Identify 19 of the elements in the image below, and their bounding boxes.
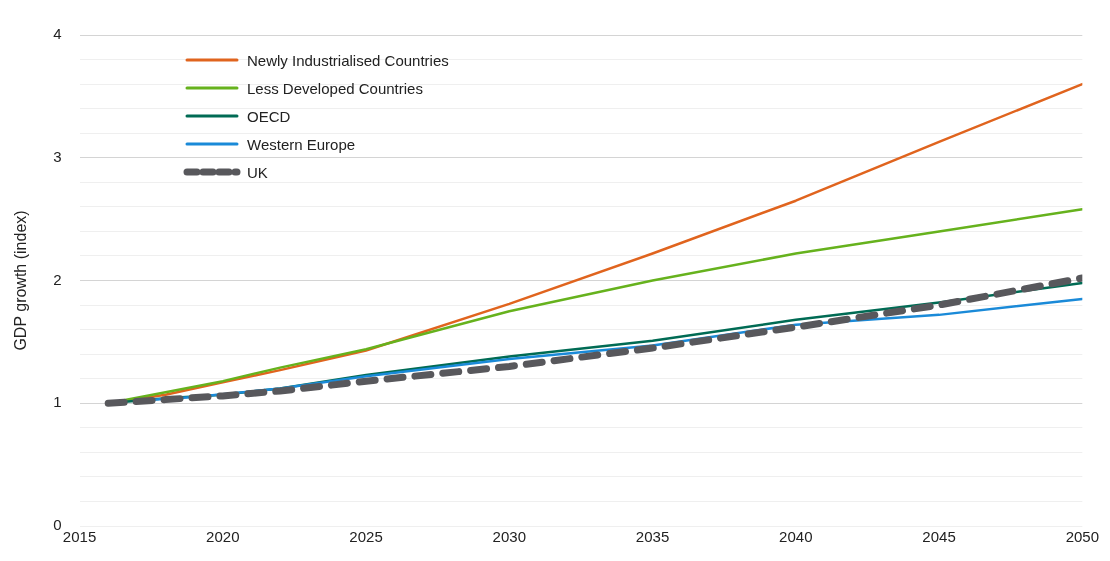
y-tick-label: 3	[53, 147, 62, 165]
x-tick-label: 2030	[492, 528, 526, 546]
y-tick-label: 4	[53, 25, 62, 43]
y-axis-title: GDP growth (index)	[12, 210, 30, 351]
x-tick-label: 2020	[206, 528, 240, 546]
legend-label: Western Europe	[247, 135, 356, 153]
x-tick-label: 2025	[349, 528, 383, 546]
y-tick-label: 1	[53, 393, 62, 411]
x-tick-label: 2040	[779, 528, 813, 546]
legend-label: OECD	[247, 107, 291, 125]
legend-label: Less Developed Countries	[247, 79, 423, 97]
y-tick-label: 0	[53, 516, 62, 534]
x-tick-label: 2015	[62, 528, 97, 546]
y-tick-label: 2	[53, 270, 62, 288]
x-tick-label: 2045	[922, 528, 956, 546]
legend-label: UK	[247, 163, 268, 181]
legend-label: Newly Industrialised Countries	[247, 51, 449, 69]
x-tick-label: 2035	[635, 528, 670, 546]
x-tick-label: 2050	[1065, 528, 1099, 546]
